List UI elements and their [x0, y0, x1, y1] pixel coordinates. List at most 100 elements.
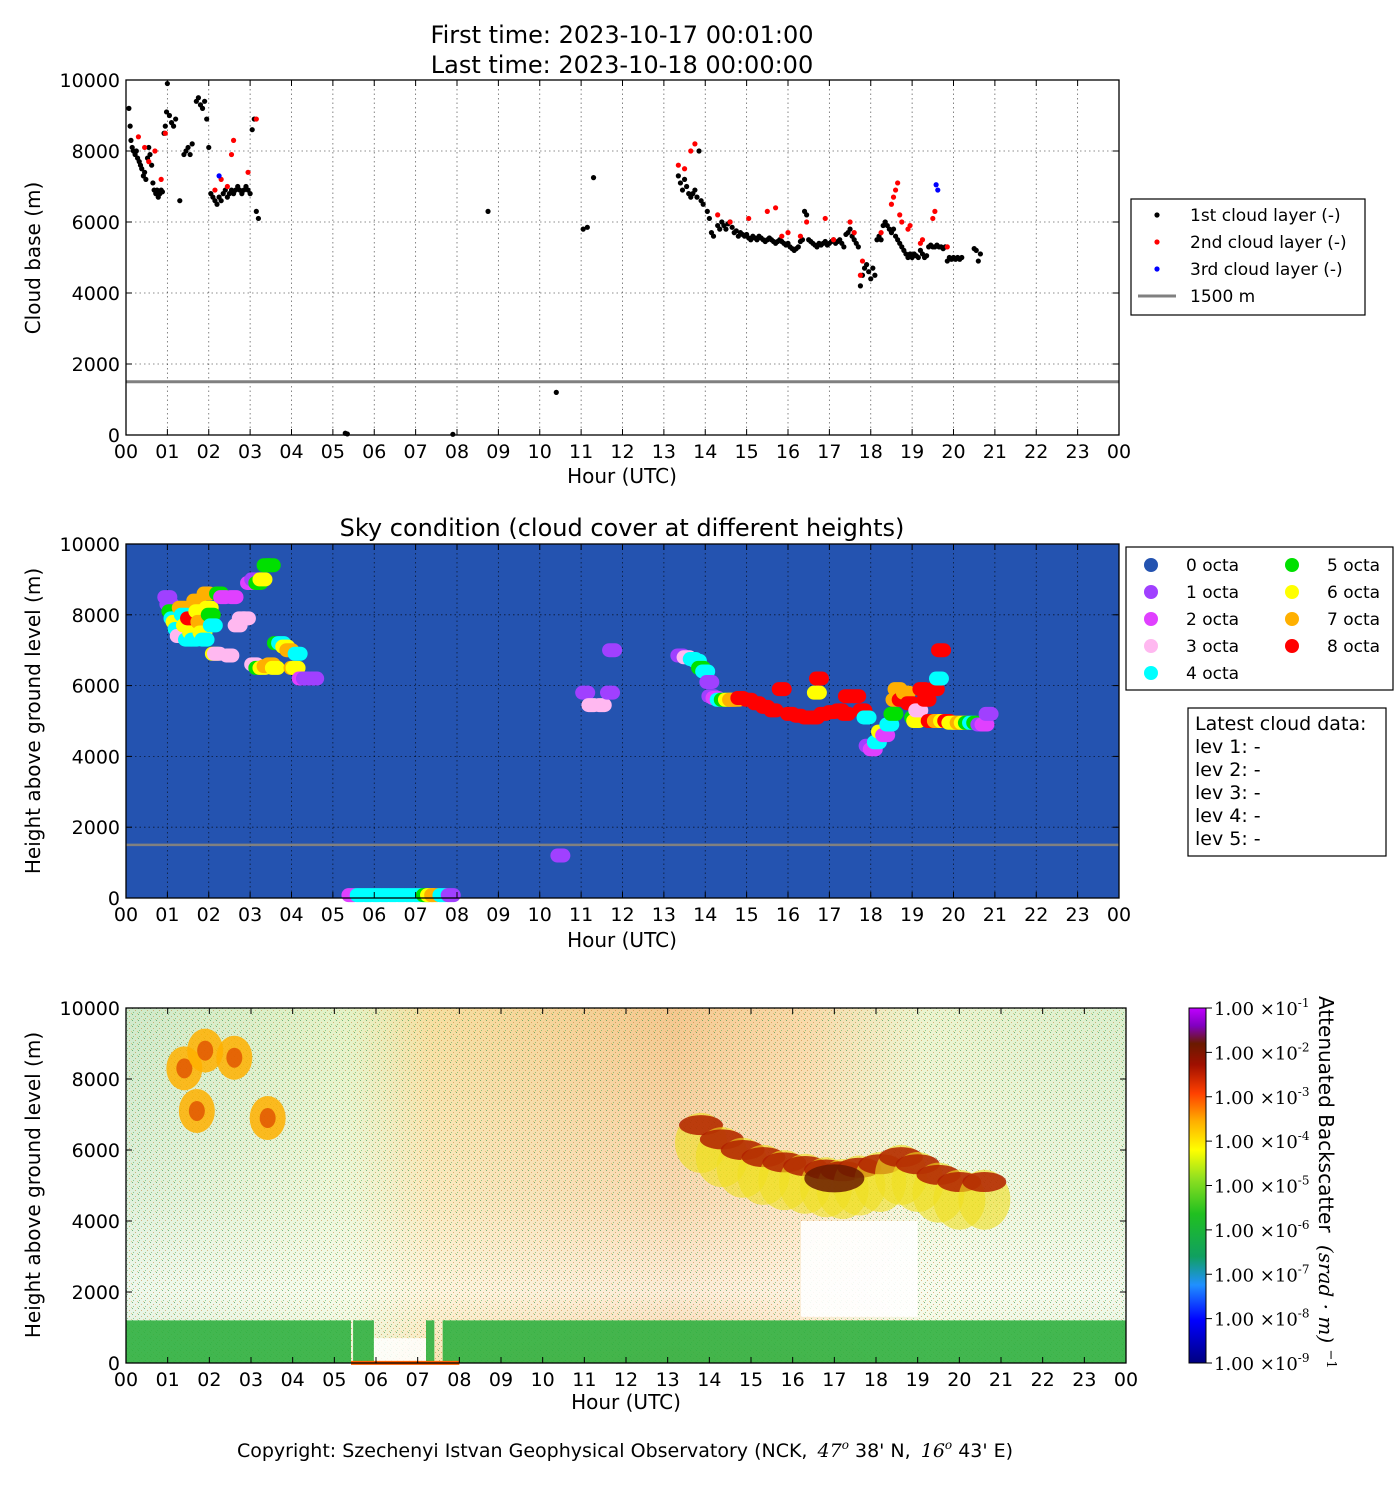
latest-cloud-data-title: Latest cloud data:: [1195, 713, 1366, 735]
x-tick-label: 19: [900, 441, 924, 463]
x-tick-label: 07: [404, 441, 428, 463]
x-tick-label: 11: [572, 1369, 596, 1391]
cloud-core: [188, 1100, 205, 1121]
legend-label-octa-2: 2 octa: [1186, 610, 1239, 630]
data-point-layer1: [975, 258, 981, 264]
data-point-layer1: [723, 226, 729, 232]
x-tick-label: 15: [739, 1369, 763, 1391]
data-point-layer2: [727, 219, 733, 225]
chart2-points: [157, 558, 999, 903]
legend-label-layer2: 2nd cloud layer (-): [1190, 233, 1347, 253]
chart1-legend: 1st cloud layer (-) 2nd cloud layer (-) …: [1130, 198, 1366, 316]
data-point-layer2: [888, 201, 895, 207]
latest-cloud-data-panel: Latest cloud data: lev 1: - lev 2: - lev…: [1187, 707, 1387, 857]
sky-point-octa-5: [200, 607, 221, 622]
data-point-layer1: [150, 180, 156, 186]
legend-marker-octa-7: [1285, 612, 1299, 626]
sky-point-octa-1: [550, 848, 571, 863]
data-point-layer1: [126, 105, 132, 111]
legend-label-octa-7: 7 octa: [1327, 610, 1380, 630]
data-point-layer1: [959, 254, 965, 261]
footer-lat-deg: 47: [817, 1440, 843, 1462]
legend-marker-octa-8: [1285, 639, 1299, 653]
data-point-layer2: [804, 219, 810, 225]
legend-marker-octa-1: [1144, 585, 1158, 599]
x-tick-label: 03: [238, 904, 262, 926]
data-point-layer2: [230, 137, 237, 143]
cloud-core: [197, 1040, 214, 1061]
sky-point-octa-6: [806, 685, 827, 700]
data-point-layer1: [344, 431, 350, 437]
data-point-layer1: [247, 191, 253, 197]
x-tick-label: 00: [114, 904, 138, 926]
chart3-features: [126, 1028, 1127, 1365]
legend-label-octa-3: 3 octa: [1186, 637, 1239, 657]
data-point-layer1: [173, 116, 179, 122]
x-tick-label: 16: [781, 1369, 805, 1391]
data-point-layer2: [779, 233, 785, 239]
x-tick-label: 10: [528, 441, 552, 463]
latest-cloud-lev3: lev 3: -: [1195, 782, 1261, 804]
chart1-points: [126, 80, 983, 437]
data-point-layer2: [212, 187, 218, 193]
chart3-x-label: Hour (UTC): [571, 1390, 681, 1414]
legend-label-octa-6: 6 octa: [1327, 583, 1380, 603]
data-point-layer2: [681, 166, 688, 172]
x-tick-label: 04: [279, 904, 303, 926]
data-point-layer1: [684, 183, 690, 190]
data-point-layer1: [870, 265, 876, 271]
data-point-layer2: [715, 212, 721, 218]
x-tick-label: 11: [569, 441, 593, 463]
data-point-layer2: [895, 180, 901, 186]
data-point-layer1: [163, 109, 170, 115]
y-tick-label: 8000: [72, 605, 120, 627]
footer-lat-min: 38' N,: [849, 1440, 911, 1462]
data-point-layer1: [553, 389, 559, 395]
data-point-layer1: [214, 201, 220, 207]
data-point-layer1: [253, 208, 259, 214]
data-point-layer2: [907, 222, 913, 229]
chart2-title: Sky condition (cloud cover at different …: [340, 514, 905, 542]
x-tick-label: 00: [114, 441, 138, 463]
sky-point-octa-2: [223, 590, 244, 605]
y-tick-label: 2000: [72, 1282, 120, 1304]
data-point-layer2: [847, 219, 853, 225]
x-tick-label: 20: [941, 904, 965, 926]
data-point-layer2: [899, 219, 905, 225]
x-tick-label: 01: [156, 1369, 180, 1391]
sky-point-octa-4: [194, 632, 215, 647]
legend-marker-octa-2: [1144, 612, 1158, 626]
data-point-layer1: [142, 169, 148, 175]
data-point-layer1: [924, 253, 930, 259]
x-tick-label: 16: [776, 904, 800, 926]
footer-lat-deg-symbol: o: [842, 1438, 849, 1452]
chart2-x-ticks: 00 01 02 03 04 05 06 07 08 09 10 11 12 13 14 15 16 17 18 19…: [114, 544, 1131, 926]
x-tick-label: 07: [406, 1369, 430, 1391]
y-tick-label: 8000: [72, 1069, 120, 1091]
sky-point-octa-6: [285, 660, 306, 675]
data-point-layer2: [162, 130, 168, 136]
colorbar-tick-label: 1.00 ×10-7: [1214, 1262, 1310, 1286]
chart2-y-label: Height above ground level (m): [21, 568, 45, 874]
x-tick-label: 04: [279, 441, 303, 463]
footer-copyright: Copyright: Szechenyi Istvan Geophysical …: [237, 1438, 1013, 1462]
x-tick-label: 02: [197, 1369, 221, 1391]
data-point-layer1: [177, 198, 183, 204]
sky-point-octa-2: [875, 728, 896, 743]
x-tick-label: 06: [364, 1369, 388, 1391]
sky-point-octa-3: [219, 648, 240, 663]
chart2-x-label: Hour (UTC): [567, 928, 677, 952]
x-tick-label: 21: [983, 441, 1007, 463]
sky-point-octa-4: [695, 664, 716, 679]
x-tick-label: 04: [281, 1369, 305, 1391]
y-tick-label: 10000: [60, 998, 120, 1020]
sky-point-octa-1: [699, 675, 720, 690]
sky-point-octa-8: [916, 692, 937, 707]
data-point-layer2: [830, 237, 837, 243]
footer-lon-deg: 16: [921, 1440, 945, 1462]
data-point-layer1: [733, 228, 739, 234]
colorbar-tick-label: 1.00 ×10-8: [1214, 1307, 1310, 1331]
chart1-y-label: Cloud base (m): [21, 182, 45, 335]
data-point-layer1: [679, 187, 686, 193]
data-point-layer2: [142, 144, 148, 151]
